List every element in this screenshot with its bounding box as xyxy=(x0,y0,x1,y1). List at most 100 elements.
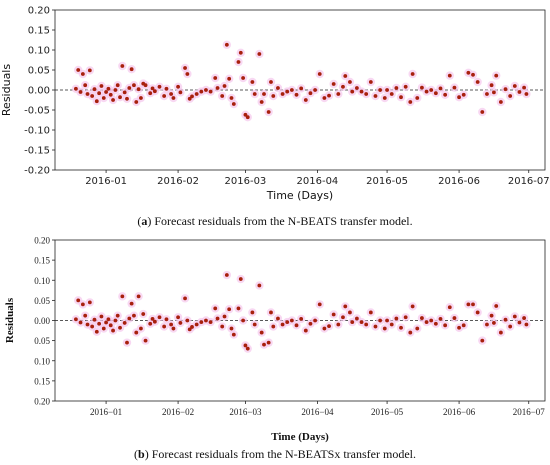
panel-b-data-point xyxy=(199,320,204,325)
panel-b-data-point xyxy=(143,338,148,343)
panel-b-data-point xyxy=(90,324,95,329)
panel-b-x-tick-label: 2016−05 xyxy=(371,407,404,417)
panel-b-x-tick-label: 2016−06 xyxy=(443,407,476,417)
panel-b-data-point xyxy=(134,330,139,335)
panel-b-data-point xyxy=(494,304,499,308)
panel-a-data-point xyxy=(115,83,120,88)
panel-b-x-tick-label: 2016−02 xyxy=(162,407,194,417)
panel-b-data-point xyxy=(115,313,120,318)
panel-a-data-point xyxy=(113,88,118,92)
panel-a-data-point xyxy=(129,67,134,72)
panel-b-data-point xyxy=(106,317,111,322)
panel-b-y-tick-label: 0.10 xyxy=(34,276,50,286)
panel-b-data-point xyxy=(178,321,183,325)
panel-b-data-point xyxy=(227,307,232,312)
panel-a-data-point xyxy=(475,80,480,84)
panel-a-data-point xyxy=(250,80,255,84)
panel-a-data-point xyxy=(415,96,420,100)
panel-b-data-point xyxy=(294,323,299,328)
panel-b-data-point xyxy=(354,316,359,321)
panel-a-data-point xyxy=(74,86,78,91)
panel-b-data-point xyxy=(231,332,236,337)
panel-a-data-point xyxy=(303,98,308,102)
panel-b-data-point xyxy=(132,313,136,318)
panel-b-y-tick-label: 0.00 xyxy=(34,316,50,326)
panel-a-y-tick-label: -0.20 xyxy=(24,166,50,177)
panel-a-data-point xyxy=(480,110,485,114)
panel-b-data-point xyxy=(94,329,99,334)
panel-b-data-point xyxy=(433,321,438,326)
panel-a-data-point xyxy=(199,89,204,94)
panel-a-y-tick-label: 0.20 xyxy=(28,6,50,17)
panel-b-data-point xyxy=(368,310,373,315)
panel-b-data-point xyxy=(420,316,424,320)
panel-b-data-point xyxy=(327,324,331,329)
panel-b-data-point xyxy=(343,304,348,309)
panel-b-data-point xyxy=(169,322,174,327)
panel-b-y-tick-label: 0.15 xyxy=(34,256,50,266)
panel-a-data-point xyxy=(433,91,438,96)
panel-a-data-point xyxy=(132,83,136,88)
panel-a-data-point xyxy=(143,83,148,88)
panel-a-data-point xyxy=(420,85,424,90)
panel-a-data-point xyxy=(354,86,359,90)
panel-a-data-point xyxy=(257,52,262,56)
panel-a-data-point xyxy=(336,92,341,96)
panel-a-data-point xyxy=(97,91,102,96)
panel-a-data-point xyxy=(276,86,280,90)
caption-a: (a) Forecast residuals from the N-BEATS … xyxy=(137,214,412,228)
panel-b-data-point xyxy=(480,338,485,343)
panel-a-data-point xyxy=(471,72,475,77)
panel-b-data-point xyxy=(108,323,113,328)
caption-b-text: Forecast residuals from the N-BEATSx tra… xyxy=(149,447,416,461)
panel-b-data-point xyxy=(266,340,271,345)
panel-b-data-point xyxy=(129,301,134,306)
panel-a-data-point xyxy=(359,89,364,94)
panel-b-data-point xyxy=(503,317,508,322)
panel-a-data-point xyxy=(120,64,125,68)
panel-b-data-point xyxy=(438,316,443,321)
panel-b-data-point xyxy=(148,321,153,326)
panel-a-data-point xyxy=(494,73,499,78)
panel-b-data-point xyxy=(336,322,341,327)
panel-a-x-tick-label: 2016-02 xyxy=(157,176,199,187)
panel-b-data-point xyxy=(524,322,529,327)
panel-a-data-point xyxy=(238,50,243,55)
panel-a-data-point xyxy=(252,92,257,96)
panel-b-y-tick-label: 0.05 xyxy=(34,336,50,346)
panel-a-data-point xyxy=(215,86,220,90)
panel-b-data-point xyxy=(185,318,190,323)
panel-b-data-point xyxy=(127,316,132,321)
panel-b-data-point xyxy=(313,318,317,323)
panel-b-data-point xyxy=(303,328,308,333)
panel-a-data-point xyxy=(164,86,169,91)
panel-b-y-tick-label: 0.20 xyxy=(34,236,50,246)
panel-a-data-point xyxy=(394,86,399,90)
caption-b-letter: b xyxy=(138,447,145,461)
panel-b-data-point xyxy=(259,330,264,335)
panel-b-data-point xyxy=(238,277,243,281)
panel-b-data-point xyxy=(461,323,466,328)
panel-a-data-point xyxy=(190,94,194,99)
panel-a-data-point xyxy=(331,82,336,86)
panel-a-data-point xyxy=(118,95,122,100)
panel-a-data-point xyxy=(136,87,141,92)
panel-a-data-point xyxy=(92,87,97,92)
panel-a-data-point xyxy=(108,92,113,97)
panel-a-data-point xyxy=(378,88,383,92)
caption-b: (b) Forecast residuals from the N-BEATSx… xyxy=(134,447,416,461)
panel-a-data-point xyxy=(280,92,285,96)
panel-a-data-point xyxy=(492,90,496,95)
panel-a-data-point xyxy=(299,86,304,91)
panel-b-data-point xyxy=(183,296,187,301)
panel-b-data-point xyxy=(74,317,78,322)
panel-a-data-point xyxy=(245,115,250,120)
panel-a-data-point xyxy=(111,98,115,102)
caption-a-text: Forecast residuals from the N-BEATS tran… xyxy=(151,214,412,228)
panel-b-data-point xyxy=(373,324,378,329)
panel-a-data-point xyxy=(87,68,92,73)
panel-b-data-point xyxy=(399,325,403,330)
panel-a-data-point xyxy=(127,86,132,90)
panel-b-data-point xyxy=(385,318,389,323)
